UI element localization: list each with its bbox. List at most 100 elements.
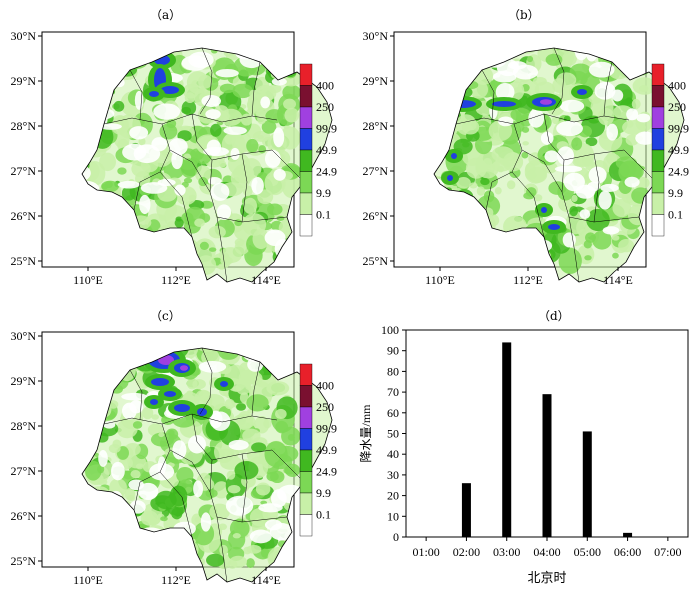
panel-b-label: （b）	[508, 8, 540, 22]
colorbar-level: 250	[668, 100, 686, 114]
colorbar-swatch	[299, 471, 313, 494]
x-tick-label: 06:00	[614, 545, 641, 559]
hourly-rainfall-bar-chart: 0 10 20 30 40 50 60 70 80 90 100 01:00 02:00 03:00 04:…	[359, 323, 689, 585]
colorbar-level: 99.9	[668, 122, 689, 136]
district-boundary	[251, 361, 261, 417]
x-axis-label: 北京时	[527, 570, 566, 585]
district-boundary	[568, 216, 580, 283]
colorbar-level: 24.9	[316, 165, 337, 179]
bar-04:00	[542, 394, 552, 537]
district-boundary	[159, 471, 193, 538]
lat-label: 27°N	[11, 164, 37, 178]
colorbar-level: 0.1	[316, 208, 331, 222]
district-boundary	[129, 69, 143, 121]
district-boundary	[481, 69, 495, 121]
y-tick-label: 80	[387, 364, 399, 378]
colorbar-level: 99.9	[316, 422, 337, 436]
district-boundary	[551, 47, 565, 115]
bar-05:00	[582, 431, 592, 537]
district-boundary	[241, 453, 248, 523]
lat-label: 26°N	[11, 209, 37, 223]
colorbar-swatch	[651, 171, 665, 194]
colorbar-swatch	[299, 385, 313, 408]
lon-label: 110°E	[73, 273, 103, 287]
colorbar-swatch	[299, 428, 313, 451]
y-tick-label: 70	[387, 385, 399, 399]
colorbar-level: 400	[316, 79, 334, 93]
colorbar-level: 250	[316, 400, 334, 414]
colorbar-level: 400	[668, 79, 686, 93]
district-boundary	[169, 449, 211, 493]
colorbar-level: 49.9	[316, 143, 337, 157]
colorbar-swatch	[299, 149, 313, 172]
x-tick-label: 04:00	[533, 545, 560, 559]
district-boundary	[199, 347, 213, 415]
y-tick-label: 90	[387, 344, 399, 358]
lon-label: 110°E	[425, 273, 455, 287]
y-tick-label: 50	[387, 427, 399, 441]
lat-label: 27°N	[363, 164, 389, 178]
panel-a-label: （a）	[150, 8, 182, 22]
colorbar-level: 24.9	[316, 465, 337, 479]
colorbar-level: 9.9	[316, 186, 331, 200]
panel-d-label: （d）	[538, 309, 570, 323]
lon-label: 114°E	[251, 273, 281, 287]
colorbar-level: 9.9	[668, 186, 683, 200]
colorbar-swatch	[651, 192, 665, 215]
district-boundary	[241, 153, 248, 223]
colorbar-level: 49.9	[316, 443, 337, 457]
colorbar-level: 24.9	[668, 165, 689, 179]
colorbar-level: 250	[316, 100, 334, 114]
district-boundary	[511, 171, 545, 238]
district-boundary	[191, 413, 305, 483]
lat-label: 25°N	[11, 254, 37, 268]
y-axis-label: 降水量/mm	[359, 404, 373, 463]
lat-label: 29°N	[11, 374, 37, 388]
colorbar-swatch	[651, 106, 665, 129]
lat-label: 26°N	[363, 209, 389, 223]
lon-label: 112°E	[161, 273, 191, 287]
x-tick-label: 05:00	[574, 545, 601, 559]
colorbar-level: 400	[316, 379, 334, 393]
lat-label: 27°N	[11, 464, 37, 478]
lat-label: 29°N	[363, 74, 389, 88]
bar-03:00	[502, 342, 512, 537]
district-boundary	[543, 113, 657, 183]
district-boundary	[159, 171, 193, 238]
colorbar-level: 0.1	[668, 208, 683, 222]
lat-label: 30°N	[363, 29, 389, 43]
lat-label: 28°N	[363, 119, 389, 133]
y-tick-label: 100	[381, 323, 399, 337]
y-tick-label: 60	[387, 406, 399, 420]
lat-label: 30°N	[11, 329, 37, 343]
district-boundary	[216, 216, 228, 283]
colorbar-swatch	[299, 514, 313, 537]
lat-label: 28°N	[11, 419, 37, 433]
colorbar-swatch	[299, 85, 313, 108]
bar-06:00	[623, 532, 633, 537]
y-tick-label: 30	[387, 468, 399, 482]
colorbar-swatch	[299, 106, 313, 129]
rainfall-map-b: 30°N 29°N 28°N 27°N 26°N 25°N 110°E 112°E 114°E 4…	[363, 29, 689, 287]
panel-c-label: （c）	[150, 309, 181, 323]
rainfall-map-c: 30°N 29°N 28°N 27°N 26°N 25°N 110°E 112°E 114°E 4…	[11, 329, 337, 587]
district-boundary	[251, 61, 261, 117]
colorbar-swatch	[651, 128, 665, 151]
colorbar-swatch	[299, 449, 313, 472]
province-outline	[81, 347, 333, 583]
y-tick-label: 20	[387, 489, 399, 503]
x-tick-label: 03:00	[493, 545, 520, 559]
colorbar-swatch	[299, 492, 313, 515]
x-tick-label: 07:00	[654, 545, 681, 559]
colorbar-swatch	[299, 63, 313, 86]
district-boundary	[199, 47, 213, 115]
district-boundary	[603, 61, 613, 117]
lat-label: 25°N	[11, 554, 37, 568]
x-tick-label: 01:00	[412, 545, 439, 559]
lat-label: 28°N	[11, 119, 37, 133]
colorbar-level: 0.1	[316, 508, 331, 522]
lat-label: 30°N	[11, 29, 37, 43]
lat-label: 26°N	[11, 509, 37, 523]
y-tick-label: 40	[387, 447, 399, 461]
lon-label: 110°E	[73, 573, 103, 587]
